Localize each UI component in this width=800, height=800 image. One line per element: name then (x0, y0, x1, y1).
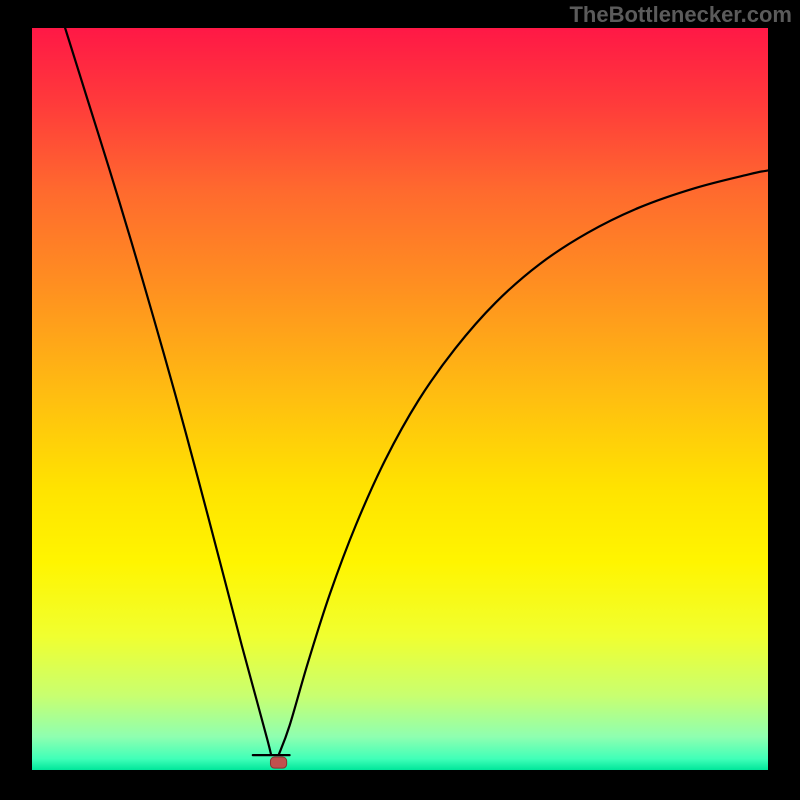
gradient-background (32, 28, 768, 770)
watermark-text: TheBottlenecker.com (569, 2, 792, 28)
chart-frame: TheBottlenecker.com (0, 0, 800, 800)
optimal-marker (270, 757, 286, 768)
bottleneck-chart (0, 0, 800, 800)
